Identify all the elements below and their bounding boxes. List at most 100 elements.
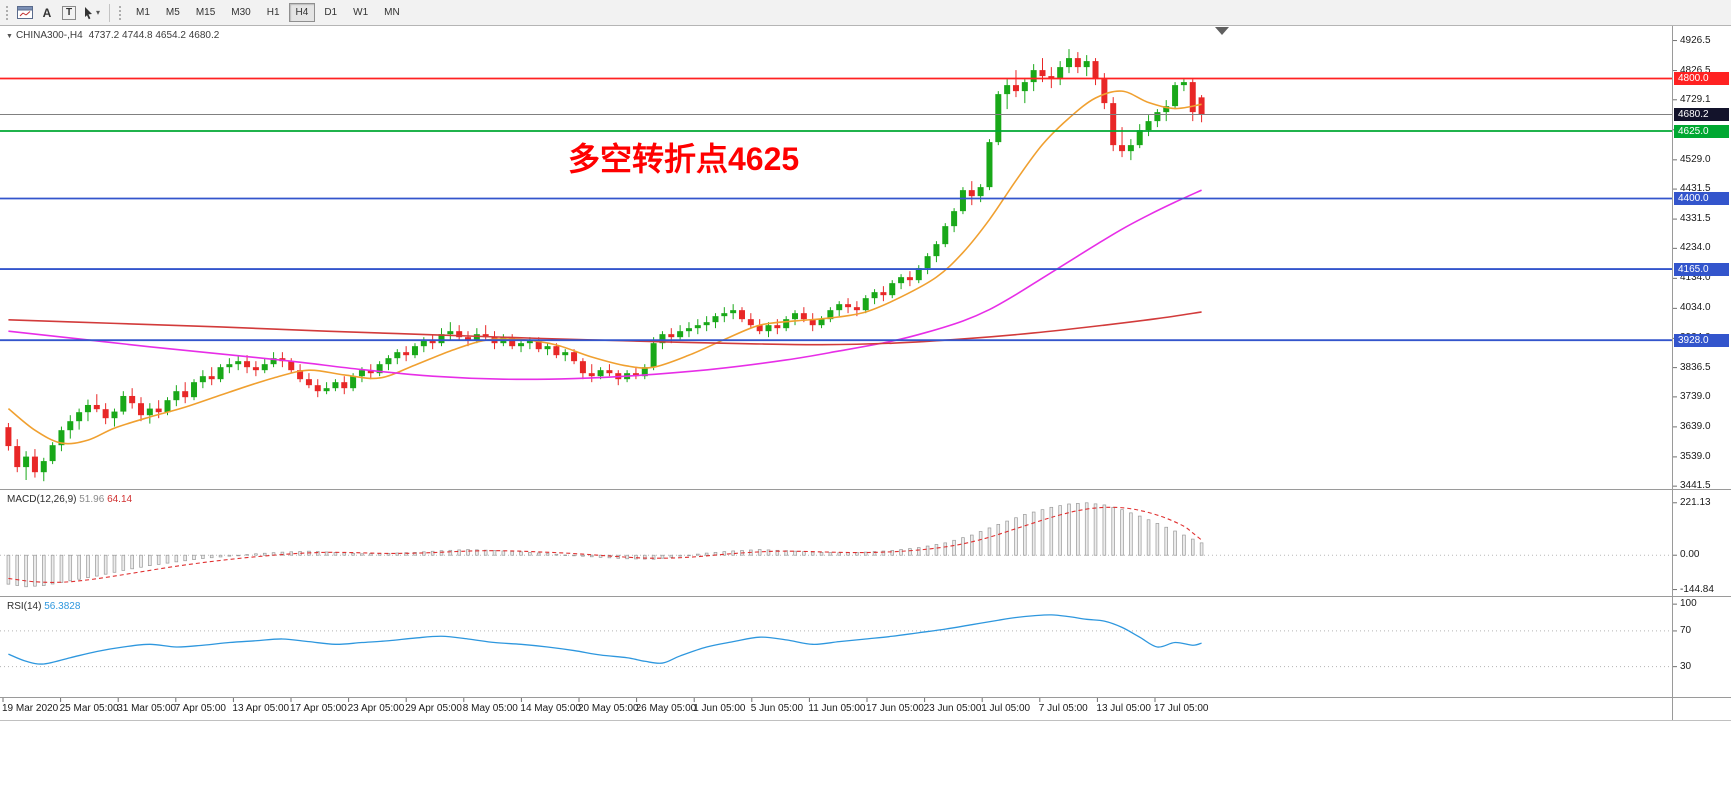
time-axis-label: 17 Jun 05:00 xyxy=(866,703,924,714)
macd-histogram-bar xyxy=(395,552,400,556)
candle-down xyxy=(31,456,38,473)
dropdown-caret-icon: ▾ xyxy=(96,8,101,17)
macd-histogram-bar xyxy=(404,552,408,556)
candle-down xyxy=(297,370,304,380)
candle-up xyxy=(703,322,710,326)
macd-histogram-bar xyxy=(1129,512,1133,556)
candle-up xyxy=(376,364,383,374)
macd-histogram-bar xyxy=(457,549,461,556)
macd-histogram-bar xyxy=(872,551,877,556)
macd-histogram-bar xyxy=(722,551,727,556)
candle-up xyxy=(544,346,551,350)
macd-histogram-bar xyxy=(6,554,11,585)
macd-histogram-bar xyxy=(59,554,64,583)
candle-down xyxy=(632,373,639,377)
candle-down xyxy=(968,190,975,197)
candle-down xyxy=(606,370,613,374)
toolbar-grip[interactable] xyxy=(5,4,10,21)
candle-up xyxy=(933,244,940,257)
candle-up xyxy=(1127,145,1134,152)
macd-histogram-bar xyxy=(42,554,46,586)
candle-down xyxy=(800,313,807,320)
candle-down xyxy=(1189,82,1196,113)
candle-up xyxy=(1021,82,1028,92)
candle-down xyxy=(182,391,189,398)
macd-histogram-bar xyxy=(881,550,886,556)
timeframe-button-h4[interactable]: H4 xyxy=(288,3,316,22)
macd-histogram-bar xyxy=(1155,523,1160,556)
chart-window-button[interactable] xyxy=(14,3,36,23)
font-tool-button[interactable]: A xyxy=(36,3,58,23)
macd-histogram-bar xyxy=(1164,526,1168,556)
macd-histogram-bar xyxy=(528,552,532,556)
timeframe-button-mn[interactable]: MN xyxy=(377,3,407,22)
ma-line-mid xyxy=(8,189,1202,381)
candle-down xyxy=(853,307,860,311)
candle-up xyxy=(261,364,268,371)
macd-histogram-bar xyxy=(475,549,479,556)
time-axis-label: 31 Mar 05:00 xyxy=(117,703,177,714)
time-axis-label: 5 Jun 05:00 xyxy=(750,703,804,714)
time-axis-label: 29 Apr 05:00 xyxy=(405,703,462,714)
timeframe-button-h1[interactable]: H1 xyxy=(260,3,287,22)
macd-histogram-bar xyxy=(209,554,214,559)
candle-up xyxy=(818,319,825,326)
candle-up xyxy=(1004,85,1011,95)
candle-down xyxy=(1048,76,1055,80)
macd-histogram-bar xyxy=(192,554,196,560)
price-badge-4800.0: 4800.0 xyxy=(1674,72,1729,85)
macd-histogram-bar xyxy=(121,554,126,571)
macd-histogram-bar xyxy=(245,554,249,556)
macd-histogram-bar xyxy=(536,552,541,556)
macd-histogram-bar xyxy=(218,554,223,558)
timeframe-button-w1[interactable]: W1 xyxy=(346,3,375,22)
candle-up xyxy=(120,395,127,412)
candle-down xyxy=(367,370,374,374)
periods-toolbar-grip[interactable] xyxy=(118,4,124,21)
candle-up xyxy=(420,340,427,347)
candle-down xyxy=(137,403,144,416)
macd-signal-value: 64.14 xyxy=(107,494,133,505)
chart-shift-marker-icon[interactable] xyxy=(1215,27,1229,35)
candle-down xyxy=(845,304,852,308)
macd-label-name: MACD(12,26,9) xyxy=(7,494,77,505)
timeframe-button-m15[interactable]: M15 xyxy=(189,3,222,22)
macd-histogram-bar xyxy=(766,549,771,556)
macd-histogram-bar xyxy=(934,544,939,556)
macd-histogram-bar xyxy=(95,554,99,577)
macd-histogram-bar xyxy=(651,554,656,560)
candle-up xyxy=(1136,130,1143,146)
macd-histogram-bar xyxy=(448,549,453,556)
macd-histogram-bar xyxy=(68,554,73,582)
macd-histogram-bar xyxy=(775,549,780,556)
macd-histogram-bar xyxy=(342,552,347,556)
time-axis-label: 19 Mar 2020 xyxy=(2,703,59,714)
candle-up xyxy=(1145,121,1152,131)
macd-histogram-bar xyxy=(1023,514,1027,556)
timeframe-button-d1[interactable]: D1 xyxy=(317,3,344,22)
candle-up xyxy=(836,304,843,311)
candle-up xyxy=(650,343,657,368)
timeframe-button-m5[interactable]: M5 xyxy=(159,3,187,22)
macd-axis-label: 0.00 xyxy=(1680,549,1700,561)
macd-histogram-bar xyxy=(899,549,903,556)
candle-down xyxy=(774,325,781,329)
candle-up xyxy=(217,367,224,380)
candle-up xyxy=(694,325,701,329)
timeframe-button-m1[interactable]: M1 xyxy=(129,3,157,22)
cursor-tool-button[interactable]: ▾ xyxy=(80,3,103,23)
candle-down xyxy=(668,334,675,338)
candle-up xyxy=(518,343,525,347)
macd-histogram-bar xyxy=(24,554,28,588)
timeframe-button-m30[interactable]: M30 xyxy=(224,3,257,22)
macd-histogram-bar xyxy=(156,554,161,565)
candle-up xyxy=(942,226,949,245)
candle-down xyxy=(429,340,436,344)
macd-axis-label: -144.84 xyxy=(1680,583,1714,595)
text-tool-button[interactable]: T xyxy=(58,3,80,23)
price-axis-label: 4234.0 xyxy=(1680,242,1711,254)
macd-histogram-bar xyxy=(148,554,152,566)
ma-line-slow xyxy=(8,311,1202,346)
macd-histogram-bar xyxy=(1014,517,1018,556)
